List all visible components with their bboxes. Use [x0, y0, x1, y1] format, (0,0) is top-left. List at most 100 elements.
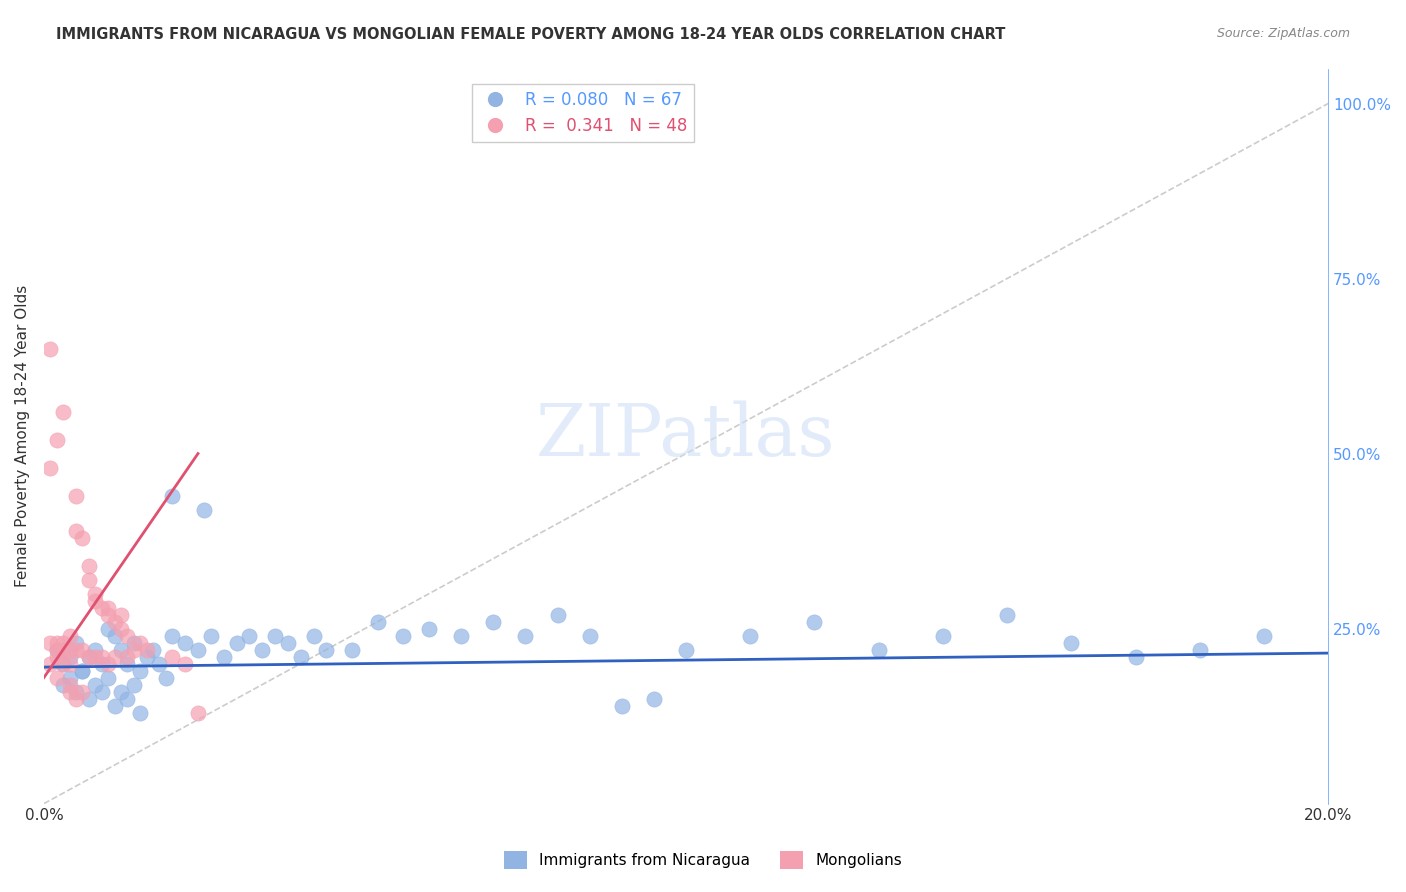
Point [740, 629, 762, 643]
Legend: Immigrants from Nicaragua, Mongolians: Immigrants from Nicaragua, Mongolians [498, 845, 908, 875]
Point [117, 649, 139, 664]
Point [450, 629, 472, 643]
Point [103, 615, 125, 629]
Point [264, 629, 287, 643]
Point [84, 586, 107, 600]
Point [315, 642, 337, 657]
Point [110, 607, 132, 622]
Point [77, 573, 100, 587]
Point [45, 642, 67, 657]
Point [155, 671, 177, 685]
Point [250, 642, 273, 657]
Point [110, 684, 132, 698]
Point [187, 706, 209, 720]
Point [97, 657, 120, 671]
Point [515, 629, 537, 643]
Point [52, 677, 75, 691]
Point [45, 433, 67, 447]
Point [77, 649, 100, 664]
Point [58, 642, 80, 657]
Text: Source: ZipAtlas.com: Source: ZipAtlas.com [1216, 27, 1350, 40]
Point [122, 635, 145, 649]
Point [995, 607, 1018, 622]
Point [643, 691, 665, 706]
Point [1125, 649, 1147, 664]
Point [90, 649, 112, 664]
Point [129, 635, 152, 649]
Point [58, 649, 80, 664]
Point [1253, 629, 1275, 643]
Point [129, 664, 152, 678]
Point [1188, 642, 1211, 657]
Point [52, 642, 75, 657]
Point [52, 657, 75, 671]
Point [58, 677, 80, 691]
Point [65, 524, 87, 538]
Legend: R = 0.080   N = 67, R =  0.341   N = 48: R = 0.080 N = 67, R = 0.341 N = 48 [472, 84, 695, 142]
Point [547, 607, 569, 622]
Point [117, 629, 139, 643]
Y-axis label: Female Poverty Among 18-24 Year Olds: Female Poverty Among 18-24 Year Olds [15, 285, 30, 587]
Point [72, 664, 94, 678]
Point [868, 642, 890, 657]
Point [97, 622, 120, 636]
Point [103, 629, 125, 643]
Point [77, 649, 100, 664]
Point [578, 629, 600, 643]
Point [277, 635, 299, 649]
Point [193, 502, 215, 516]
Point [103, 649, 125, 664]
Point [212, 649, 235, 664]
Point [97, 671, 120, 685]
Point [39, 342, 62, 356]
Point [482, 615, 505, 629]
Point [97, 607, 120, 622]
Point [84, 649, 107, 664]
Point [58, 684, 80, 698]
Point [65, 684, 87, 698]
Point [90, 684, 112, 698]
Point [162, 489, 184, 503]
Point [418, 622, 440, 636]
Point [72, 531, 94, 545]
Point [122, 677, 145, 691]
Point [84, 593, 107, 607]
Point [45, 671, 67, 685]
Point [77, 558, 100, 573]
Point [58, 671, 80, 685]
Point [58, 657, 80, 671]
Point [65, 642, 87, 657]
Point [932, 629, 955, 643]
Point [122, 642, 145, 657]
Point [84, 677, 107, 691]
Point [302, 629, 325, 643]
Point [392, 629, 415, 643]
Point [110, 622, 132, 636]
Point [58, 629, 80, 643]
Point [162, 629, 184, 643]
Point [225, 635, 247, 649]
Point [135, 649, 157, 664]
Point [52, 635, 75, 649]
Point [142, 642, 165, 657]
Text: IMMIGRANTS FROM NICARAGUA VS MONGOLIAN FEMALE POVERTY AMONG 18-24 YEAR OLDS CORR: IMMIGRANTS FROM NICARAGUA VS MONGOLIAN F… [56, 27, 1005, 42]
Point [117, 691, 139, 706]
Point [97, 600, 120, 615]
Point [117, 657, 139, 671]
Point [367, 615, 389, 629]
Point [675, 642, 697, 657]
Point [174, 635, 197, 649]
Point [72, 664, 94, 678]
Point [200, 629, 222, 643]
Point [610, 698, 633, 713]
Point [52, 404, 75, 418]
Point [39, 657, 62, 671]
Point [84, 642, 107, 657]
Point [148, 657, 170, 671]
Point [65, 635, 87, 649]
Point [238, 629, 260, 643]
Point [290, 649, 312, 664]
Point [39, 460, 62, 475]
Point [129, 706, 152, 720]
Point [103, 698, 125, 713]
